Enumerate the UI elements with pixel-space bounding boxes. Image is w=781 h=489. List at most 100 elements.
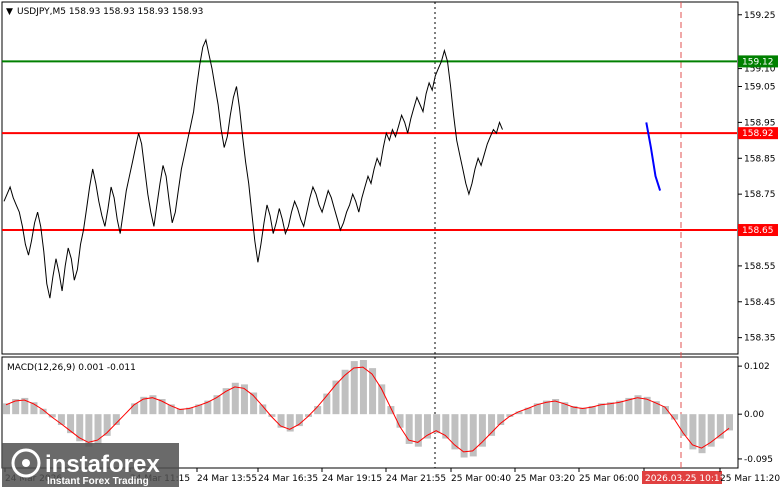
level-158-65-tag [738, 224, 778, 237]
price-pane[interactable] [1, 1, 739, 355]
macd-histogram-bar [451, 414, 459, 450]
macd-histogram-bar [176, 408, 184, 415]
forecast-line [645, 122, 662, 191]
price-tick-label: 158.85 [744, 154, 776, 164]
price-layer [3, 38, 662, 299]
price-tick-label: 158.75 [744, 190, 776, 200]
time-tick-label: 24 Mar 13:55 [197, 474, 257, 484]
macd-histogram-bar [149, 395, 157, 415]
instaforex-logo: instaforex Instant Forex Trading [2, 443, 179, 487]
macd-histogram-bar [277, 414, 285, 428]
macd-histogram-bar [21, 397, 29, 415]
macd-tick-label: 0.00 [744, 410, 764, 420]
chart-expand-arrow-icon[interactable]: ▼ [6, 7, 13, 17]
macd-histogram-bar [378, 384, 386, 415]
levels-layer: 159.12 158.92 158.65 [2, 55, 778, 237]
macd-histogram-bar [167, 404, 175, 415]
time-highlight-tag [642, 471, 722, 484]
macd-histogram-bar [652, 401, 660, 415]
price-tick-label: 159.25 [744, 11, 776, 21]
macd-histogram-bar [332, 380, 340, 415]
logo-emblem-icon [11, 448, 41, 478]
level-159-12-tag [738, 55, 778, 68]
macd-histogram-bar [414, 414, 422, 447]
level-158-65-label: 158.65 [742, 226, 774, 236]
time-tick-label: 25 Mar 03:20 [515, 474, 575, 484]
macd-histogram-bar [259, 404, 267, 415]
macd-histogram-bar [680, 414, 688, 436]
macd-histogram-bar [625, 397, 633, 415]
macd-histogram-bar [359, 360, 367, 415]
macd-histogram-bar [442, 414, 450, 439]
macd-histogram-bar [698, 414, 706, 454]
macd-signal-line [5, 366, 730, 453]
macd-histogram-bar [131, 403, 139, 415]
macd-tick-label: 0.102 [744, 362, 770, 372]
macd-histogram-bar [222, 388, 230, 415]
macd-histogram-bar [204, 400, 212, 415]
macd-histogram-bar [478, 414, 486, 447]
macd-histogram-bar [707, 414, 715, 447]
macd-histogram-bar [671, 414, 679, 420]
macd-histogram-bar [57, 414, 65, 426]
macd-histogram-bar [469, 414, 477, 457]
macd-histogram-bar [295, 414, 303, 427]
logo-tagline-text: Instant Forex Trading [47, 476, 149, 487]
macd-histogram-bar [85, 414, 93, 447]
macd-histogram-bar [286, 414, 294, 432]
time-tick-label-highlight: 2026.03.25 10:15 [645, 474, 725, 484]
macd-histogram-bar [250, 392, 258, 415]
macd-histogram-bar [314, 406, 322, 415]
macd-histogram-bar [542, 400, 550, 415]
macd-histogram-bar [524, 407, 532, 415]
macd-histogram-bar [48, 414, 56, 418]
macd-histogram-bar [488, 414, 496, 436]
level-158-92-label: 158.92 [742, 129, 774, 139]
macd-histogram-bar [607, 402, 615, 415]
macd-histogram-bar [597, 403, 605, 415]
price-tick-label: 158.55 [744, 262, 776, 272]
macd-histogram-bar [396, 414, 404, 428]
macd-histogram-bar [497, 414, 505, 426]
macd-histogram-bar [158, 399, 166, 415]
macd-histogram-bar [579, 407, 587, 415]
time-tick-label: 24 Mar 21:55 [386, 474, 446, 484]
macd-histogram-bar [213, 395, 221, 415]
macd-histogram-bar [39, 408, 47, 415]
macd-histogram-bar [533, 403, 541, 415]
macd-histogram-bar [506, 414, 514, 417]
macd-histogram-bar [3, 403, 10, 415]
macd-histogram-bar [433, 414, 441, 434]
price-tick-label: 158.95 [744, 118, 776, 128]
macd-histogram-bar [240, 384, 248, 415]
time-tick-label: 25 Mar 06:00 [579, 474, 639, 484]
macd-histogram-bar [515, 411, 523, 415]
macd-histogram-bar [369, 368, 377, 415]
level-158-92-tag [738, 127, 778, 140]
macd-histogram-bar [186, 407, 194, 415]
time-tick-label: 24 Mar 19:15 [322, 474, 382, 484]
macd-histogram-bar [726, 414, 733, 431]
macd-histogram-bar [350, 361, 358, 415]
macd-tick-label: -0.095 [744, 455, 773, 465]
macd-histogram-bar [588, 406, 596, 415]
macd-histogram-bar [112, 414, 120, 426]
time-tick-label: 25 Mar 00:40 [451, 474, 511, 484]
macd-histogram-bar [661, 406, 669, 415]
macd-histogram-bar [231, 382, 239, 415]
macd-histogram-bar [423, 414, 431, 439]
macd-histogram-bar [405, 414, 413, 444]
macd-histogram-bar [76, 414, 84, 442]
macd-histogram-bar [30, 402, 38, 415]
macd-histogram-bar [67, 414, 75, 434]
macd-histogram-bar [12, 399, 20, 415]
macd-histogram-bar [689, 414, 697, 450]
price-tick-label: 158.45 [744, 298, 776, 308]
level-159-12-label: 159.12 [742, 57, 774, 67]
macd-histogram-bar [570, 406, 578, 415]
symbol-title: USDJPY,M5 158.93 158.93 158.93 158.93 [17, 7, 203, 17]
macd-histogram-bar [323, 393, 331, 415]
macd-histogram-bar [140, 396, 148, 415]
time-tick-label: 24 Mar 16:35 [258, 474, 318, 484]
